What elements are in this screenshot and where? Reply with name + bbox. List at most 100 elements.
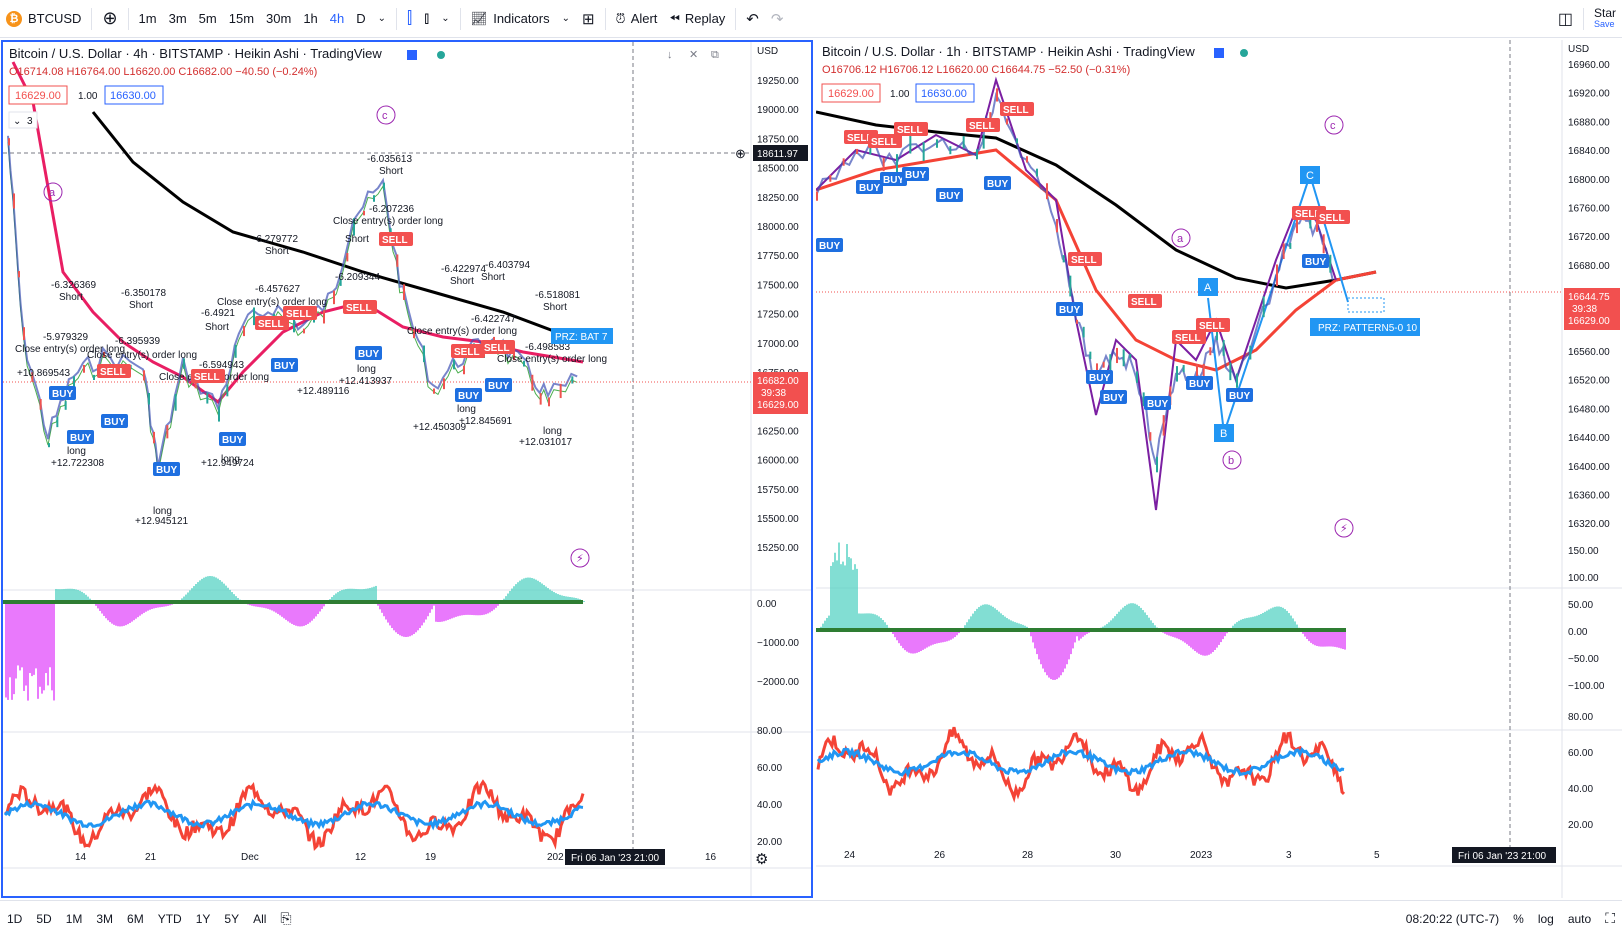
wave-label-a[interactable] — [1171, 228, 1191, 248]
lightning-icon[interactable] — [570, 548, 590, 568]
arrow-down-icon[interactable]: ↓ — [667, 49, 673, 61]
indicators-collapse-button[interactable] — [8, 111, 38, 129]
lightning-icon[interactable] — [1334, 518, 1354, 538]
left-chart-pane[interactable]: USD 19250.00 19000.00 18750.00 18500.00 1825… — [1, 40, 813, 898]
currency-label[interactable]: USD — [1568, 44, 1589, 55]
tf-1m[interactable]: 1m — [138, 11, 157, 26]
sell-price-box[interactable] — [821, 83, 881, 103]
collapsed-count[interactable]: 3 — [27, 116, 33, 127]
range-ytd[interactable]: YTD — [157, 911, 182, 926]
signal-tag-label: SELL — [258, 319, 284, 330]
currency-label[interactable]: USD — [757, 46, 778, 57]
range-5d[interactable]: 5D — [36, 911, 52, 926]
left-chart-svg[interactable]: USD 19250.00 19000.00 18750.00 18500.00 1825… — [3, 42, 811, 896]
chevron-down-icon[interactable]: ⌄ — [441, 13, 450, 24]
auto-toggle[interactable]: auto — [1567, 911, 1592, 926]
sell-price[interactable]: 16629.00 — [15, 90, 61, 102]
histogram-bar — [463, 602, 465, 616]
histogram-bar — [1208, 630, 1210, 655]
flag-icon[interactable] — [407, 50, 417, 60]
sell-price-box[interactable] — [8, 85, 68, 105]
range-6m[interactable]: 6M — [127, 911, 144, 926]
wave-label-a[interactable] — [43, 182, 63, 202]
time-tick-label: 3 — [1286, 850, 1292, 861]
histogram-bar — [906, 630, 908, 652]
time-axis[interactable]: 24 26 28 30 2023 3 5 — [844, 850, 1380, 861]
indicators-button[interactable]: 📈︎ Indicators — [465, 0, 556, 38]
tf-30m[interactable]: 30m — [266, 11, 292, 26]
tf-15m[interactable]: 15m — [228, 11, 255, 26]
right-chart-svg[interactable]: USD 16960.00 16920.00 16880.00 16840.00 1680… — [815, 40, 1622, 898]
fullscreen-icon[interactable]: ⛶ — [1605, 910, 1615, 926]
candle — [1236, 373, 1238, 388]
range-1m[interactable]: 1M — [65, 911, 83, 926]
save-layout-button[interactable]: Star Save — [1588, 0, 1622, 38]
layout-icon[interactable]: ◫ — [1557, 10, 1573, 28]
replay-button[interactable]: ⏪︎ Replay — [663, 0, 731, 38]
log-toggle[interactable]: log — [1537, 911, 1554, 926]
maximize-icon[interactable]: ⧉ — [711, 49, 719, 61]
templates-grid-icon[interactable]: ⊞ — [581, 10, 595, 28]
tf-d[interactable]: D — [356, 11, 366, 26]
histogram-bar — [948, 630, 950, 641]
histogram-bar — [936, 630, 938, 644]
candles-icon[interactable]: ⫾ — [424, 9, 430, 27]
range-5y[interactable]: 5Y — [224, 911, 240, 926]
wave-label-b[interactable] — [1222, 450, 1242, 470]
compare-add-icon[interactable]: ⊕ — [102, 8, 118, 28]
symbol-search[interactable]: ₿ BTCUSD — [0, 0, 87, 38]
prz-label[interactable]: PRZ: BAT 7 — [555, 332, 608, 343]
pattern-point-c[interactable] — [1300, 166, 1320, 184]
buy-price[interactable]: 16630.00 — [110, 90, 156, 102]
undo-icon[interactable]: ↶ — [746, 10, 759, 28]
right-chart-pane[interactable]: USD 16960.00 16920.00 16880.00 16840.00 1680… — [815, 40, 1622, 898]
axis-tick-label: 16800.00 — [1568, 175, 1610, 186]
gear-icon[interactable]: ⚙︎ — [755, 851, 768, 868]
percent-toggle[interactable]: % — [1513, 911, 1524, 926]
range-3m[interactable]: 3M — [96, 911, 114, 926]
range-1d[interactable]: 1D — [7, 911, 23, 926]
range-1y[interactable]: 1Y — [195, 911, 211, 926]
chart-title[interactable]: Bitcoin / U.S. Dollar · 1h · BITSTAMP · … — [822, 44, 1195, 59]
flag-icon[interactable] — [1214, 48, 1224, 58]
bar-chart-icon[interactable]: ⫿ — [407, 9, 413, 27]
signal-tag-label: BUY — [104, 417, 125, 428]
add-crosshair-icon[interactable]: ⊕ — [735, 146, 746, 161]
close-icon[interactable]: ✕ — [689, 49, 698, 61]
histogram-bar — [1216, 630, 1218, 648]
pattern-point-a[interactable] — [1198, 278, 1218, 296]
prz-label[interactable]: PRZ: PATTERN5-0 10 — [1318, 323, 1418, 334]
histogram-bar — [1040, 630, 1042, 665]
histogram-bar — [824, 620, 826, 630]
range-all[interactable]: All — [253, 911, 267, 926]
chevron-down-icon[interactable]: ⌄ — [561, 13, 570, 24]
axis-tick-label: 16760.00 — [1568, 204, 1610, 215]
alert-button[interactable]: ⏰︎ Alert — [610, 0, 664, 38]
buy-price[interactable]: 16630.00 — [921, 88, 967, 100]
pattern-point-b[interactable] — [1214, 424, 1234, 442]
tf-3m[interactable]: 3m — [168, 11, 187, 26]
tf-5m[interactable]: 5m — [198, 11, 217, 26]
wave-label-c[interactable] — [376, 105, 396, 125]
prz-label-box[interactable] — [1310, 318, 1420, 336]
buy-price-box[interactable] — [915, 83, 975, 103]
prz-label-box[interactable] — [551, 328, 613, 344]
crosshair-price-tag — [753, 145, 808, 161]
tf-1h[interactable]: 1h — [303, 11, 318, 26]
chart-title[interactable]: Bitcoin / U.S. Dollar · 4h · BITSTAMP · … — [9, 46, 382, 61]
date-range-icon[interactable]: ⎘ — [280, 910, 292, 926]
axis-tick-label: 18500.00 — [757, 164, 799, 175]
chevron-down-icon[interactable]: ⌄ — [13, 116, 21, 127]
quantity[interactable]: 1.00 — [890, 89, 910, 100]
sell-price[interactable]: 16629.00 — [828, 88, 874, 100]
signal-tag-label: SELL — [969, 121, 995, 132]
clock[interactable]: 08:20:22 (UTC-7) — [1405, 911, 1500, 926]
tf-4h[interactable]: 4h — [329, 11, 345, 26]
buy-price-box[interactable] — [104, 85, 164, 105]
redo-icon[interactable]: ↷ — [770, 10, 784, 28]
chevron-down-icon[interactable]: ⌄ — [377, 13, 387, 24]
quantity[interactable]: 1.00 — [78, 91, 98, 102]
histogram-bar — [852, 569, 854, 630]
wave-label-c[interactable] — [1324, 115, 1344, 135]
time-axis[interactable]: 14 21 Dec 12 19 202 16 — [75, 852, 717, 863]
